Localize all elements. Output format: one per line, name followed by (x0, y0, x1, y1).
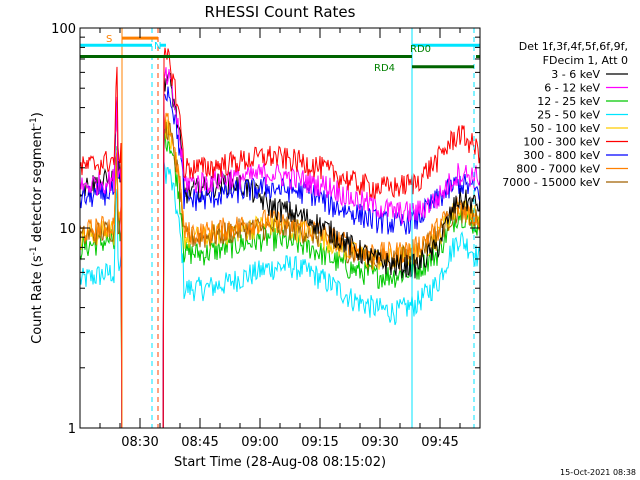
state-bar-label: S (106, 34, 112, 45)
x-tick-label: 09:15 (301, 435, 338, 450)
legend: Det 1f,3f,4f,5f,6f,9f, FDecim 1, Att 0 3… (502, 40, 628, 189)
chart-title: RHESSI Count Rates (205, 3, 356, 21)
series-line (80, 71, 480, 428)
y-axis-label: Count Rate (s-1 detector segment-1) (29, 112, 45, 344)
series-line (80, 67, 480, 428)
y-tick-label: 10 (59, 222, 76, 237)
x-tick-label: 08:45 (181, 435, 218, 450)
legend-entry-label: 800 - 7000 keV (516, 163, 600, 176)
legend-entry-label: 12 - 25 keV (537, 95, 600, 108)
legend-entry-label: 50 - 100 keV (530, 122, 600, 135)
legend-entry-label: 25 - 50 keV (537, 109, 600, 122)
legend-header-line-2: FDecim 1, Att 0 (543, 54, 628, 67)
state-bar-label: N (154, 41, 161, 52)
y-tick-label: 1 (68, 422, 76, 437)
x-tick-label: 09:45 (421, 435, 458, 450)
x-tick-label: 09:00 (241, 435, 278, 450)
y-tick-label: 100 (51, 22, 76, 37)
legend-entry-label: 3 - 6 keV (551, 68, 600, 81)
legend-entry-label: 7000 - 15000 keV (502, 176, 600, 189)
legend-entry-label: 300 - 800 keV (523, 149, 600, 162)
attenuator-bars: S N RD0 RD4 (80, 28, 480, 428)
series-line (80, 161, 480, 428)
series-line (80, 120, 480, 428)
footer-date: 15-Oct-2021 08:38 (560, 468, 636, 477)
state-bar-label: RD0 (410, 44, 431, 55)
series-line (80, 112, 480, 428)
x-axis: 08:30 08:45 09:00 09:15 09:30 09:45 (79, 28, 481, 450)
state-bar-label: RD4 (374, 63, 395, 74)
series-line (80, 128, 480, 428)
legend-entry-label: 6 - 12 keV (544, 82, 600, 95)
x-tick-label: 09:30 (361, 435, 398, 450)
x-axis-label: Start Time (28-Aug-08 08:15:02) (174, 455, 386, 470)
x-tick-label: 08:30 (121, 435, 158, 450)
series-layer (80, 47, 480, 428)
legend-entry-label: 100 - 300 keV (523, 136, 600, 149)
series-line (80, 47, 480, 428)
y-axis: 1 10 100 (51, 22, 480, 437)
legend-header-line-1: Det 1f,3f,4f,5f,6f,9f, (519, 40, 628, 53)
series-line (80, 86, 480, 428)
